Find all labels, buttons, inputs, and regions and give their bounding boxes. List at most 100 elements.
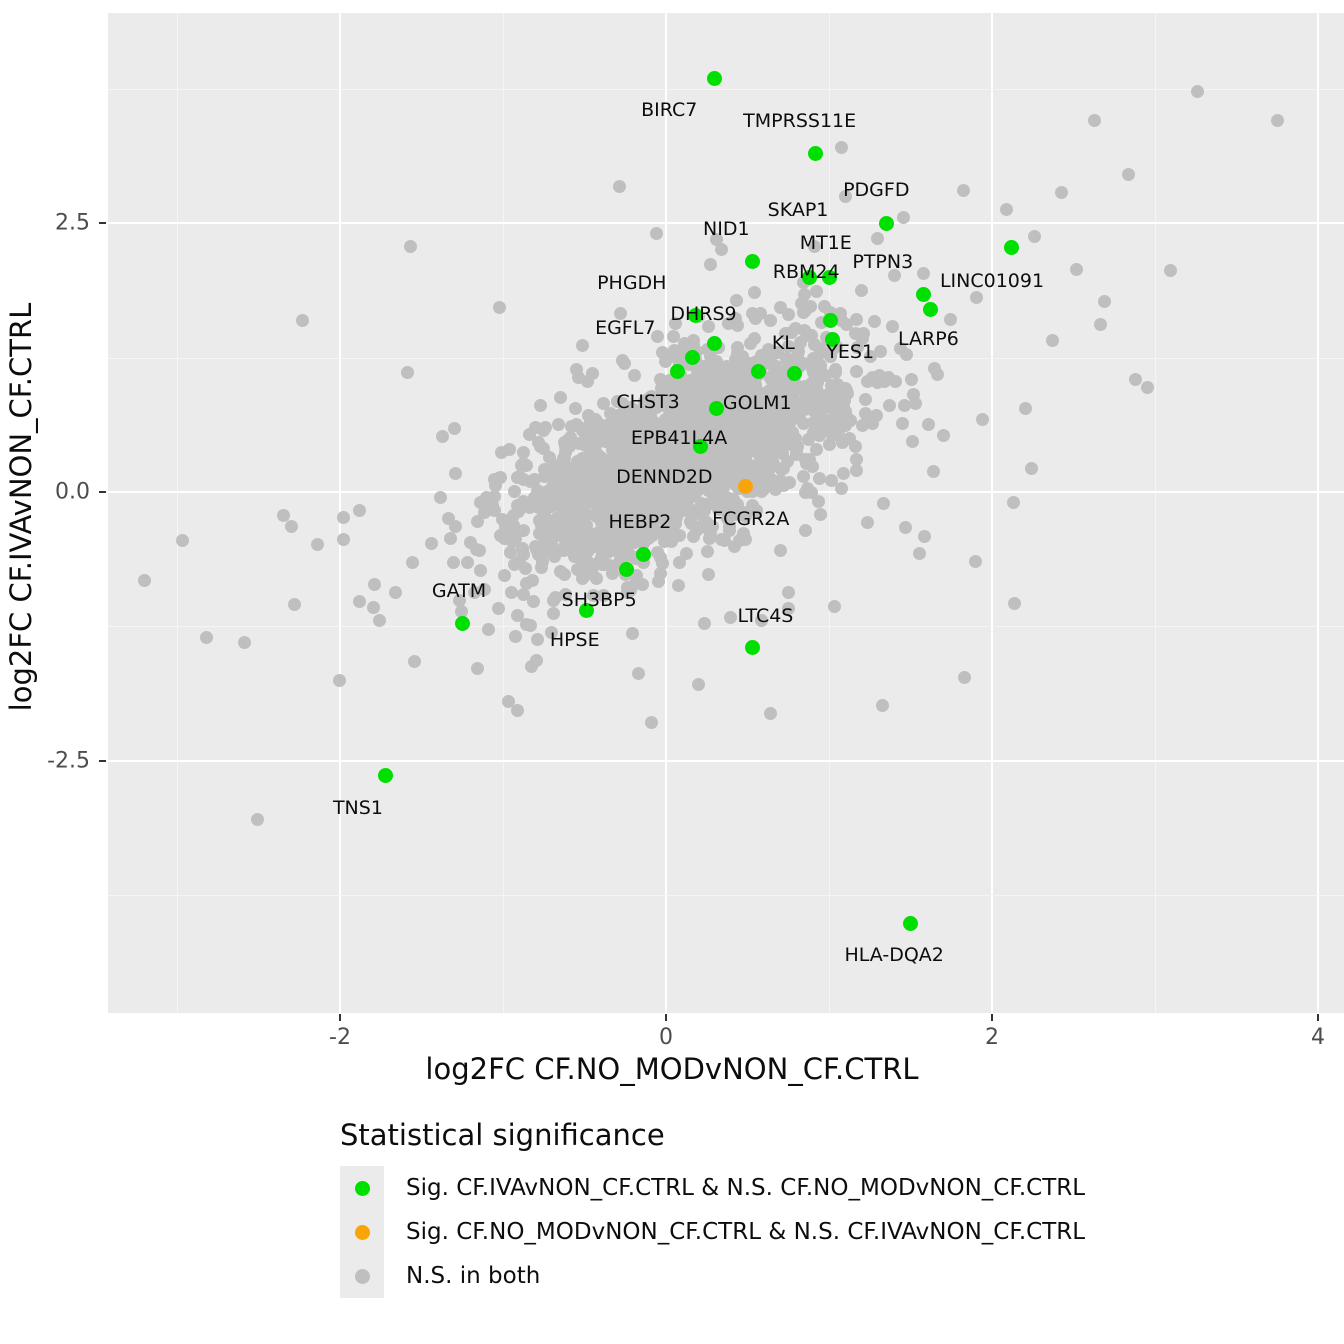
data-point-ns [367,577,381,591]
x-tick-label: 2 [985,1025,999,1050]
data-point-ns [717,534,731,548]
gene-label-tns1: TNS1 [332,797,383,820]
gene-label-rbm24: RBM24 [772,260,840,283]
legend-item-0[interactable]: Sig. CF.IVAvNON_CF.CTRL & N.S. CF.NO_MOD… [340,1166,1085,1210]
gridline-y-minor [108,88,1344,90]
x-tick-label: 0 [659,1025,673,1050]
data-point-ns [405,555,419,569]
y-tick-mark [99,491,106,493]
data-point-ns [549,590,563,604]
gene-label-fcgr2a: FCGR2A [712,507,790,530]
data-point-ns [850,464,864,478]
gridline-y-minor [108,357,1344,359]
data-point-ptpn3 [916,286,932,302]
data-point-ns [533,398,547,412]
data-point-ns [969,554,983,568]
x-tick-label: 4 [1311,1025,1325,1050]
gene-label-chst3: CHST3 [616,390,680,413]
data-point-ns [310,537,324,551]
data-point-ns [678,337,692,351]
data-point-ns [937,428,951,442]
data-point-ns [755,613,769,627]
data-point-ns [576,338,590,352]
data-point-ns [461,556,475,570]
legend-dot-icon [354,1268,370,1284]
data-point-ns [813,471,827,485]
legend-item-1[interactable]: Sig. CF.NO_MODvNON_CF.CTRL & N.S. CF.IVA… [340,1210,1085,1254]
data-point-ns [876,497,890,511]
data-point-ns [782,417,796,431]
data-point-ns [488,489,502,503]
data-point-ns [747,421,761,435]
gene-label-gatm: GATM [431,579,487,602]
data-point-ns [517,446,531,460]
data-point-ns [714,243,728,257]
data-point-ns [199,630,213,644]
gene-label-skap1: SKAP1 [767,199,829,222]
data-point-ns [912,547,926,561]
data-point-ns [544,626,558,640]
data-point-linc01091 [1004,240,1020,256]
gridline-x-minor [503,13,504,1013]
data-point-larp6 [922,301,938,317]
data-point-ns [969,291,983,305]
data-point-hebp2 [635,546,651,562]
gridline-y-minor [108,626,1344,628]
data-point-ns [553,564,567,578]
data-point-ns [650,330,664,344]
data-point-ns [433,490,447,504]
data-point-ns [333,673,347,687]
x-tick-mark [665,1014,667,1021]
data-point-ns [700,544,714,558]
data-point-ns [554,391,568,405]
data-point-ns [536,554,550,568]
data-point-ns [617,356,631,370]
data-point-ns [694,409,708,423]
data-point-ns [548,549,562,563]
data-point-ns [734,454,748,468]
data-point-ns [560,433,574,447]
data-point-ns [898,398,912,412]
data-point-ns [667,344,681,358]
data-point-ns [138,573,152,587]
data-point-ns [782,585,796,599]
data-point-ns [508,485,522,499]
gene-label-birc7: BIRC7 [641,99,698,122]
data-point-ns [906,434,920,448]
data-point-ns [927,465,941,479]
data-point-ns [700,365,714,379]
data-point-ns [644,716,658,730]
legend-item-2[interactable]: N.S. in both [340,1254,1085,1298]
data-point-ns [1128,372,1142,386]
data-point-ns [702,567,716,581]
data-point-ns [832,424,846,438]
data-point-ns [1094,317,1108,331]
data-point-ns [474,564,488,577]
data-point-ns [511,704,525,718]
data-point-ns [809,443,823,457]
legend-item-label: N.S. in both [406,1263,541,1289]
data-point-ns [1097,295,1111,309]
data-point-ns [809,284,823,298]
data-point-ns [870,232,884,246]
data-point-egfl7 [684,350,700,366]
data-point-ns [654,566,668,580]
data-point-ns [747,286,761,300]
data-point-nid1 [744,254,760,270]
data-point-tmprss11e [808,145,824,161]
data-point-ns [746,306,760,320]
data-point-ns [597,588,611,602]
data-point-ns [698,617,712,631]
data-point-pdgfd [878,215,894,231]
legend-dot-icon [354,1224,370,1240]
data-point-ns [730,293,744,307]
x-tick-mark [1317,1014,1319,1021]
data-point-ns [237,636,251,650]
data-point-ns [899,520,913,534]
data-point-ns [447,556,461,570]
data-point-ns [559,537,573,551]
data-point-ns [512,469,526,483]
data-point-ns [799,523,813,537]
legend: Statistical significance Sig. CF.IVAvNON… [340,1118,1085,1298]
